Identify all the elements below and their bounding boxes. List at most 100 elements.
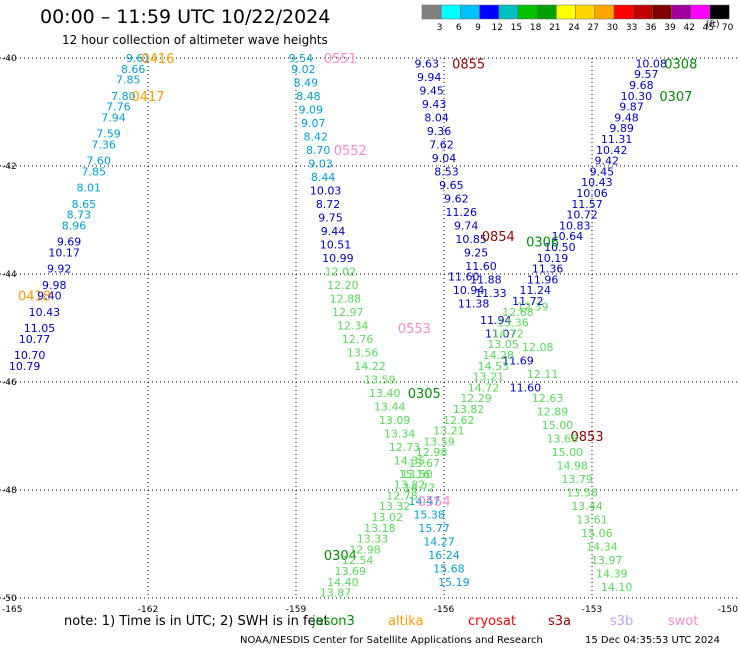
data-label: 14.34 — [586, 541, 618, 554]
data-label: 11.24 — [520, 284, 552, 297]
data-label: 10.77 — [19, 333, 51, 346]
data-label: 13.21 — [433, 425, 465, 438]
time-label: 0304 — [324, 549, 357, 564]
data-label: 13.59 — [364, 373, 396, 386]
scale-tick-label: 9 — [475, 23, 481, 33]
data-label: 9.40 — [37, 290, 62, 303]
footnote: note: 1) Time is in UTC; 2) SWH is in fe… — [64, 614, 329, 629]
data-label: 7.62 — [429, 138, 454, 151]
data-label: 14.72 — [468, 381, 500, 394]
data-label: 13.34 — [384, 427, 416, 440]
data-label: 11.60 — [448, 271, 480, 284]
time-label: 0554 — [418, 495, 451, 510]
data-label: 12.73 — [389, 441, 421, 454]
data-label: 9.02 — [291, 63, 316, 76]
page-subtitle: 12 hour collection of altimeter wave hei… — [62, 33, 328, 47]
data-label: 12.98 — [349, 543, 381, 556]
x-tick-label: -156 — [434, 605, 455, 615]
data-label: 9.36 — [427, 125, 452, 138]
time-label: 0853 — [571, 430, 604, 445]
data-label: 13.82 — [453, 403, 485, 416]
data-label: 12.62 — [443, 414, 475, 427]
data-label: 13.50 — [401, 468, 433, 481]
data-label: 8.48 — [296, 90, 321, 103]
data-label: 14.10 — [601, 581, 633, 594]
scale-tick-label: 39 — [664, 23, 676, 33]
data-label: 9.43 — [422, 98, 447, 111]
data-label: 13.33 — [357, 533, 389, 546]
data-label: 11.57 — [571, 198, 603, 211]
data-label: 12.68 — [502, 306, 534, 319]
data-label: 16.24 — [428, 549, 460, 562]
data-label: 12.88 — [330, 292, 362, 305]
scale-swatch — [632, 4, 653, 20]
scale-swatch — [575, 4, 596, 20]
data-label: 11.05 — [24, 322, 56, 335]
data-label: 12.98 — [416, 446, 448, 459]
data-label: 8.72 — [316, 198, 341, 211]
x-tick-label: -150 — [718, 605, 739, 615]
data-label: 12.54 — [342, 554, 374, 567]
data-label: 11.33 — [475, 287, 507, 300]
y-tick-label: -44 — [2, 270, 17, 280]
data-label: 12.02 — [325, 265, 357, 278]
data-label: 10.64 — [552, 230, 584, 243]
scale-units-label: (ft) — [706, 20, 720, 30]
data-label: 9.44 — [321, 225, 346, 238]
y-tick-label: -50 — [2, 594, 17, 604]
data-label: 9.62 — [444, 192, 469, 205]
data-label: 11.69 — [502, 354, 534, 367]
scale-swatch — [440, 4, 461, 20]
data-label: 15.00 — [542, 419, 574, 432]
data-label: 13.18 — [364, 522, 396, 535]
scale-tick-label: 12 — [491, 23, 502, 33]
data-label: 10.03 — [310, 184, 342, 197]
data-label: 13.87 — [320, 587, 352, 600]
scale-swatch — [594, 4, 615, 20]
data-label: 15.00 — [552, 446, 584, 459]
data-label: 12.63 — [532, 392, 564, 405]
data-label: 11.60 — [465, 260, 497, 273]
data-label: 9.42 — [595, 155, 620, 168]
time-label: 0307 — [659, 90, 692, 105]
data-label: 7.60 — [86, 155, 111, 168]
data-label: 9.48 — [614, 111, 639, 124]
data-label: 11.72 — [512, 295, 544, 308]
data-label: 13.79 — [561, 473, 593, 486]
scale-tick-label: 21 — [549, 23, 560, 33]
scale-tick-label: 30 — [607, 23, 619, 33]
data-label: 9.25 — [464, 246, 489, 259]
scale-tick-label: 70 — [722, 23, 734, 33]
x-tick-label: -165 — [2, 605, 22, 615]
data-label: 12.89 — [537, 406, 569, 419]
data-label: 10.85 — [455, 233, 487, 246]
data-label: 9.92 — [47, 263, 72, 276]
data-label: 9.45 — [419, 84, 444, 97]
data-label: 13.61 — [576, 514, 608, 527]
data-label: 13.97 — [591, 554, 623, 567]
data-label: 8.42 — [303, 130, 328, 143]
data-label: 7.36 — [91, 138, 116, 151]
data-label: 10.08 — [635, 57, 667, 70]
data-label: 9.03 — [308, 157, 333, 170]
data-label: 12.29 — [460, 392, 492, 405]
data-label: 15.77 — [418, 522, 450, 535]
data-label: 10.30 — [621, 90, 653, 103]
data-label: 13.82 — [394, 479, 426, 492]
time-label: 0551 — [324, 52, 357, 67]
scale-swatch — [479, 4, 500, 20]
data-label: 8.01 — [77, 182, 102, 195]
data-label: 14.72 — [404, 481, 436, 494]
time-label: 0552 — [334, 144, 367, 159]
data-label: 7.94 — [101, 111, 126, 124]
data-label: 13.59 — [423, 435, 455, 448]
legend-jason3: jason3 — [312, 614, 355, 629]
data-label: 11.60 — [510, 381, 542, 394]
legend-altika: altika — [388, 614, 424, 629]
scale-tick-label: 24 — [568, 23, 580, 33]
x-tick-label: -159 — [286, 605, 307, 615]
data-label: 14.27 — [423, 535, 455, 548]
data-label: 13.44 — [374, 400, 406, 413]
data-label: 13.21 — [473, 371, 505, 384]
